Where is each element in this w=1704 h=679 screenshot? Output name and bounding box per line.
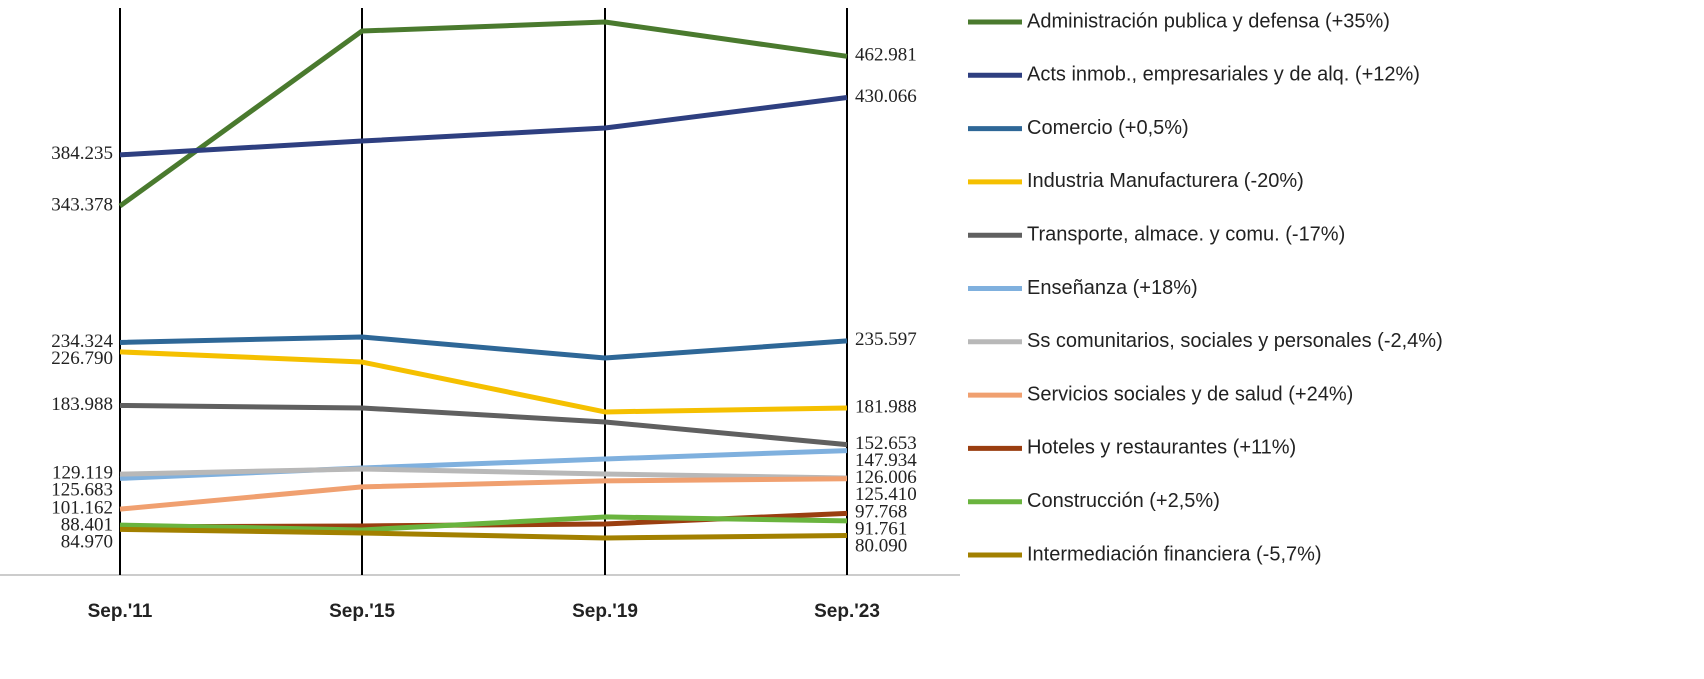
legend-label: Hoteles y restaurantes (+11%) — [1027, 437, 1296, 459]
x-tick-label: Sep.'11 — [88, 601, 153, 622]
value-label: 125.410 — [855, 484, 917, 505]
series-line — [119, 349, 848, 415]
value-label: 152.653 — [855, 433, 917, 454]
value-label: 97.768 — [855, 502, 907, 523]
value-label: 91.761 — [855, 519, 907, 540]
legend-label: Acts inmob., empresariales y de alq. (+1… — [1027, 64, 1420, 86]
value-label: 125.683 — [51, 479, 113, 500]
legend-label: Administración publica y defensa (+35%) — [1027, 10, 1390, 32]
legend-label: Comercio (+0,5%) — [1027, 117, 1189, 139]
legend-label: Servicios sociales y de salud (+24%) — [1027, 383, 1353, 405]
value-label: 234.324 — [51, 331, 113, 352]
series-line — [119, 476, 848, 512]
legend-label: Transporte, almace. y comu. (-17%) — [1027, 223, 1345, 245]
series-line — [118, 19, 848, 209]
series-line — [119, 526, 848, 541]
x-tick-label: Sep.'15 — [329, 601, 395, 622]
value-label: 129.119 — [52, 462, 113, 483]
value-label: 430.066 — [855, 86, 917, 107]
legend-label: Ss comunitarios, sociales y personales (… — [1027, 330, 1443, 352]
series-line — [119, 514, 848, 533]
value-label: 126.006 — [855, 467, 917, 488]
legend-label: Intermediación financiera (-5,7%) — [1027, 543, 1322, 565]
value-label: 384.235 — [51, 143, 113, 164]
value-label: 181.988 — [855, 396, 917, 417]
value-label: 343.378 — [51, 194, 113, 215]
series-line — [119, 466, 848, 481]
value-label: 183.988 — [51, 394, 113, 415]
legend-label: Construcción (+2,5%) — [1027, 490, 1220, 512]
legend-label: Industria Manufacturera (-20%) — [1027, 170, 1304, 192]
value-label: 101.162 — [51, 497, 113, 518]
x-tick-label: Sep.'23 — [814, 601, 880, 622]
x-tick-label: Sep.'19 — [572, 601, 638, 622]
value-label: 80.090 — [855, 536, 907, 557]
value-label: 462.981 — [855, 45, 917, 66]
value-label: 235.597 — [855, 329, 917, 350]
series-line — [119, 402, 848, 448]
value-label: 226.790 — [51, 348, 113, 369]
series-line — [119, 95, 848, 158]
value-label: 84.970 — [61, 531, 113, 552]
value-label: 88.401 — [61, 514, 113, 535]
series-line — [119, 334, 848, 361]
legend-label: Enseñanza (+18%) — [1027, 277, 1198, 299]
value-label: 147.934 — [855, 450, 917, 471]
